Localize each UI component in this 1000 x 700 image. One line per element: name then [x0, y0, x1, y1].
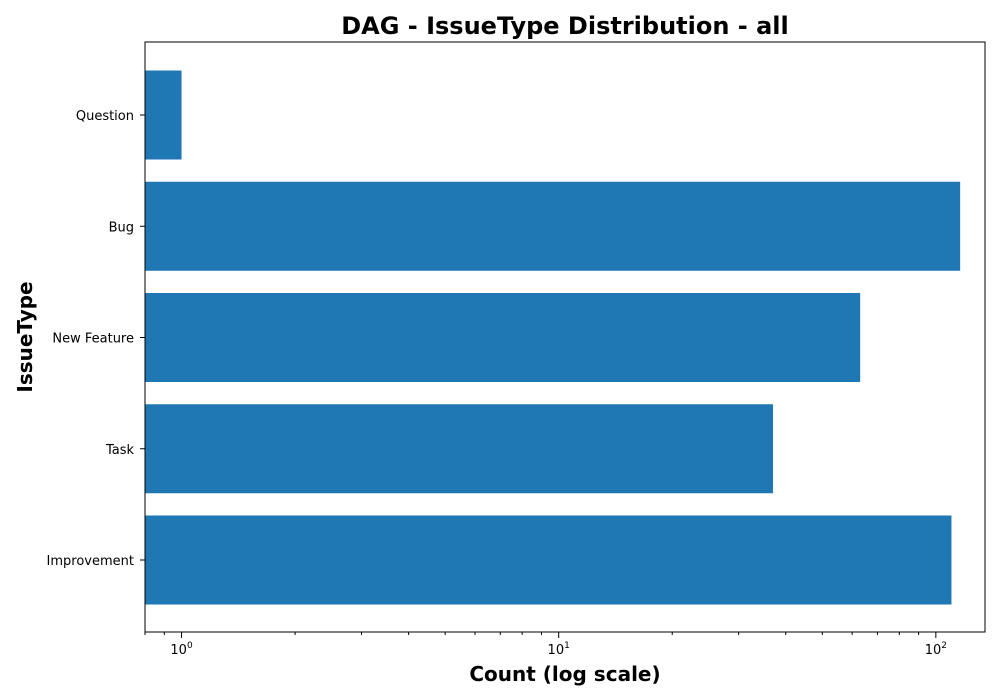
- y-axis-label: IssueType: [13, 281, 37, 392]
- bar-question: [145, 70, 182, 160]
- y-tick-label: Bug: [109, 220, 134, 235]
- y-axis-ticks: Improvement Task New Feature Bug Question: [47, 109, 145, 569]
- x-tick-label: 101: [548, 641, 570, 658]
- y-tick-label: Task: [105, 443, 135, 458]
- x-tick-label: 102: [925, 641, 947, 658]
- bar-improvement: [145, 515, 952, 605]
- x-axis-label: Count (log scale): [469, 662, 660, 686]
- bar-bug: [145, 181, 961, 271]
- x-tick-label: 100: [170, 641, 193, 658]
- y-tick-label: New Feature: [52, 332, 134, 347]
- bars-group: [145, 70, 961, 605]
- y-tick-label: Improvement: [47, 554, 134, 569]
- chart-title: DAG - IssueType Distribution - all: [341, 12, 789, 40]
- plot-frame: [144, 41, 986, 633]
- bar-new-feature: [145, 293, 861, 382]
- x-axis-ticks: 100 101 102: [144, 632, 947, 658]
- y-tick-label: Question: [76, 109, 134, 124]
- bar-task: [145, 404, 773, 494]
